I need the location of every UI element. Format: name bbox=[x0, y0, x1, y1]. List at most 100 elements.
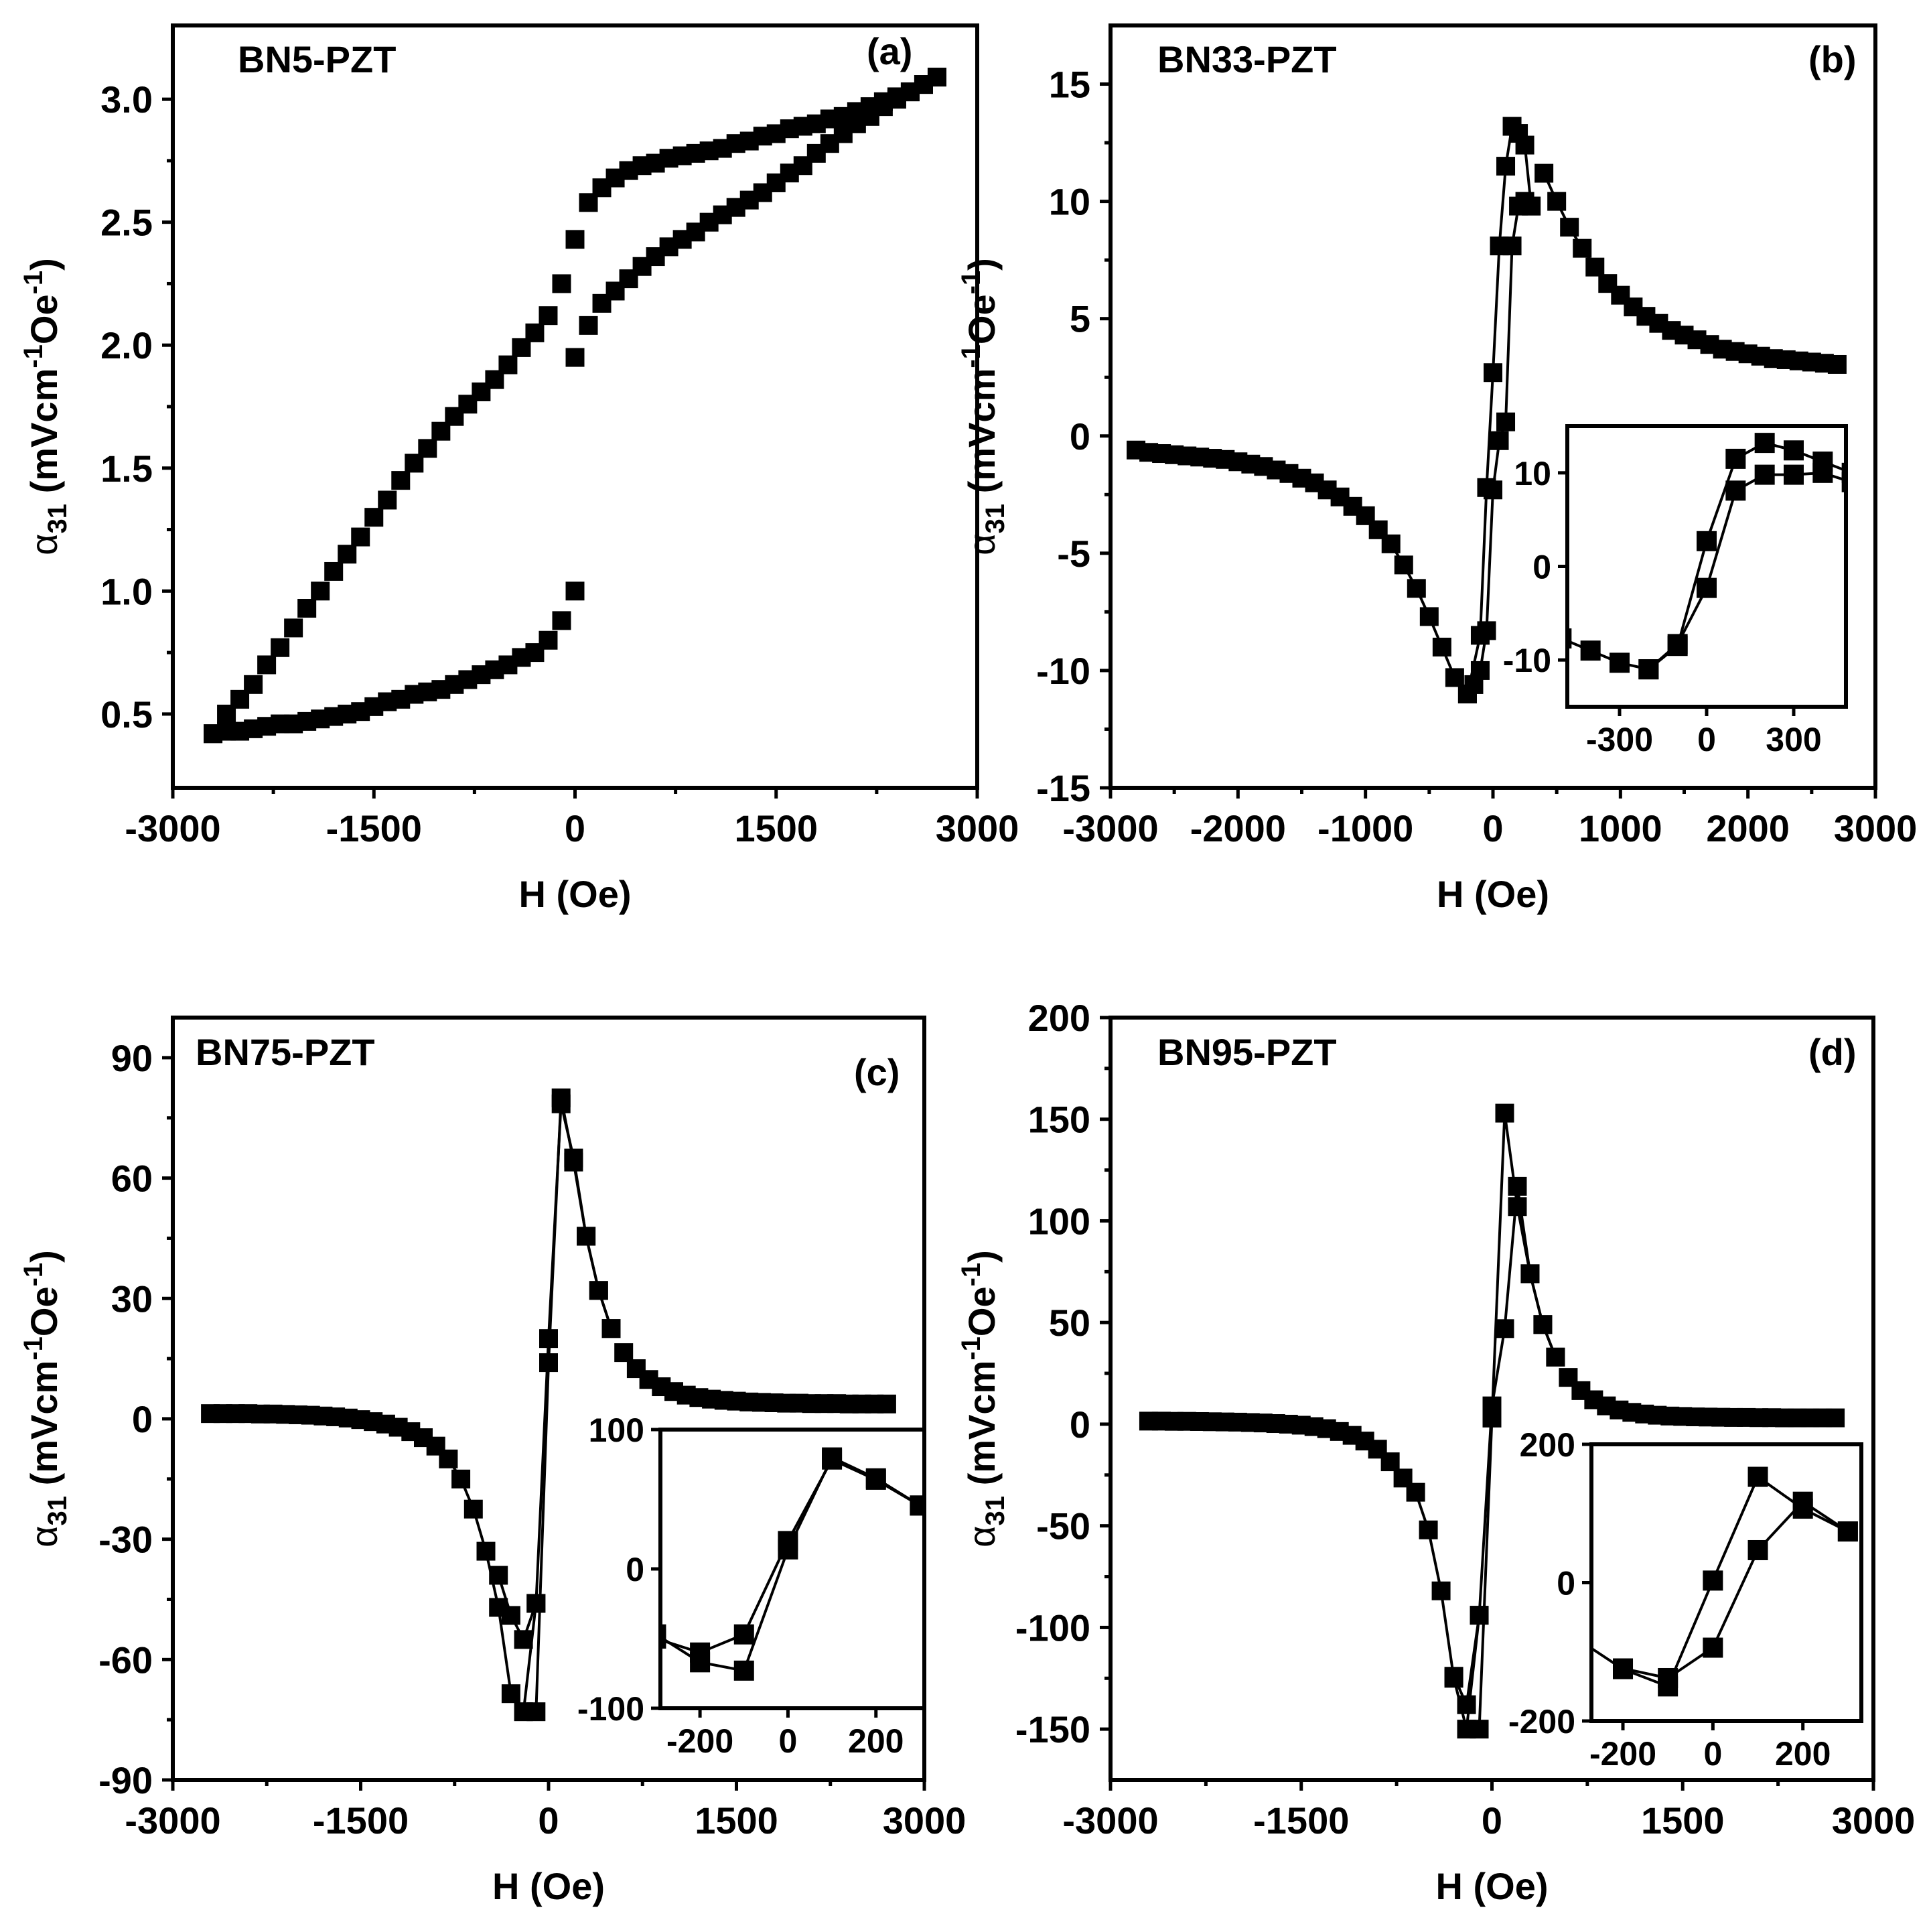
data-point bbox=[552, 274, 571, 293]
x-tick-label: 3000 bbox=[1832, 1799, 1916, 1842]
series-down-sweep bbox=[565, 68, 946, 367]
y-tick-label: 60 bbox=[111, 1158, 153, 1200]
inset-series-inset-down bbox=[1638, 462, 1846, 680]
data-point bbox=[351, 527, 370, 547]
data-point bbox=[271, 638, 290, 657]
inset-data-point bbox=[1754, 433, 1775, 454]
data-point bbox=[1520, 1264, 1540, 1284]
inset-x-tick-label: 300 bbox=[1766, 721, 1821, 758]
inset-x-tick-label: 200 bbox=[1775, 1735, 1831, 1773]
data-point bbox=[1482, 1396, 1502, 1416]
data-point bbox=[564, 1148, 583, 1168]
data-point bbox=[1547, 192, 1567, 211]
x-tick-label: 0 bbox=[565, 807, 585, 849]
data-point bbox=[418, 439, 437, 458]
y-tick-label: 0 bbox=[132, 1398, 153, 1440]
data-point bbox=[552, 611, 571, 630]
inset-data-point bbox=[910, 1495, 924, 1516]
data-point bbox=[1490, 431, 1509, 450]
y-tick-label: 1.5 bbox=[100, 447, 153, 490]
inset-x-tick-label: 0 bbox=[1703, 1735, 1722, 1773]
x-tick-label: 1000 bbox=[1579, 807, 1662, 849]
data-point bbox=[1560, 218, 1579, 237]
x-axis-title: H (Oe) bbox=[519, 873, 632, 915]
panel-title: BN75-PZT bbox=[196, 1031, 375, 1073]
inset-data-point bbox=[1837, 1521, 1858, 1542]
data-point bbox=[565, 581, 585, 601]
data-point bbox=[592, 293, 612, 313]
data-point bbox=[1573, 238, 1592, 258]
series-line bbox=[534, 1097, 613, 1712]
inset-data-point bbox=[1580, 640, 1601, 661]
data-point bbox=[1495, 1319, 1514, 1338]
series-negative-branch bbox=[201, 1404, 546, 1722]
x-tick-label: 3000 bbox=[883, 1799, 967, 1842]
inset-data-point bbox=[733, 1624, 754, 1645]
series-line bbox=[1148, 1420, 1481, 1730]
data-point bbox=[565, 230, 585, 249]
x-axis-title: H (Oe) bbox=[1437, 873, 1549, 915]
data-point bbox=[1546, 1347, 1565, 1367]
inset-frame bbox=[1589, 1442, 1863, 1723]
inset-data-point bbox=[1725, 480, 1746, 501]
inset-data-point bbox=[1841, 472, 1846, 492]
inset-y-tick-label: 0 bbox=[626, 1551, 644, 1588]
data-point bbox=[324, 561, 344, 581]
inset-x-tick-label: 200 bbox=[848, 1722, 904, 1760]
x-tick-label: 3000 bbox=[936, 807, 1019, 849]
y-tick-label: 2.5 bbox=[100, 202, 153, 244]
data-point bbox=[391, 471, 411, 490]
x-tick-label: 3000 bbox=[1834, 807, 1918, 849]
inset-y-tick-label: 10 bbox=[1514, 455, 1551, 492]
y-tick-label: -5 bbox=[1057, 533, 1090, 575]
y-tick-label: -15 bbox=[1036, 767, 1090, 809]
series-positive-branch bbox=[1534, 163, 1847, 374]
data-point bbox=[1585, 257, 1605, 277]
data-point bbox=[614, 1343, 634, 1363]
inset-b: -300 0 300 -10 0 10 bbox=[1503, 424, 1848, 758]
inset-series-inset-down bbox=[1613, 1491, 1858, 1688]
inset-data-point bbox=[1812, 462, 1833, 483]
y-tick-label: 10 bbox=[1049, 181, 1090, 223]
inset-data-point bbox=[1792, 1491, 1813, 1512]
y-tick-label: -30 bbox=[98, 1519, 153, 1561]
y-tick-label: 15 bbox=[1049, 64, 1090, 106]
x-tick-label: 2000 bbox=[1706, 807, 1790, 849]
data-point bbox=[1407, 579, 1426, 598]
y-tick-label: 200 bbox=[1028, 997, 1090, 1039]
data-point bbox=[463, 1499, 483, 1519]
y-axis-title: α31 (mVcm-1Oe-1) bbox=[19, 1250, 72, 1547]
inset-data-point bbox=[1638, 659, 1659, 680]
panel-title: BN95-PZT bbox=[1157, 1031, 1337, 1073]
inset-data-point bbox=[1697, 531, 1717, 551]
y-tick-label: 150 bbox=[1028, 1099, 1090, 1141]
data-point bbox=[476, 1541, 496, 1561]
inset-data-point bbox=[822, 1449, 843, 1470]
data-point bbox=[297, 599, 317, 618]
inset-data-point bbox=[1667, 634, 1688, 654]
inset-series-inset-down bbox=[660, 1449, 924, 1663]
inset-data-point bbox=[1613, 1658, 1634, 1679]
y-tick-label: -10 bbox=[1036, 650, 1090, 692]
y-tick-label: 30 bbox=[111, 1278, 153, 1320]
inset-frame bbox=[1565, 424, 1848, 709]
data-point bbox=[1477, 621, 1496, 640]
data-point bbox=[1381, 534, 1401, 553]
x-tick-label: -3000 bbox=[125, 807, 220, 849]
inset-x-tick-label: 0 bbox=[779, 1722, 798, 1760]
x-tick-label: -3000 bbox=[1062, 807, 1158, 849]
y-tick-label: 90 bbox=[111, 1037, 153, 1079]
inset-y-tick-label: 0 bbox=[1532, 549, 1551, 586]
y-tick-label: 0.5 bbox=[100, 693, 153, 736]
x-tick-label: -3000 bbox=[1062, 1799, 1158, 1842]
data-point bbox=[1826, 1408, 1845, 1428]
data-point bbox=[451, 1469, 471, 1489]
data-point bbox=[526, 1702, 546, 1722]
data-point bbox=[539, 1329, 558, 1349]
inset-y-tick-label: 200 bbox=[1520, 1426, 1575, 1464]
inset-y-tick-label: -100 bbox=[577, 1690, 644, 1728]
inset-data-point bbox=[1784, 464, 1804, 485]
series-down-sweep bbox=[1457, 192, 1541, 703]
inset-data-point bbox=[778, 1531, 798, 1551]
